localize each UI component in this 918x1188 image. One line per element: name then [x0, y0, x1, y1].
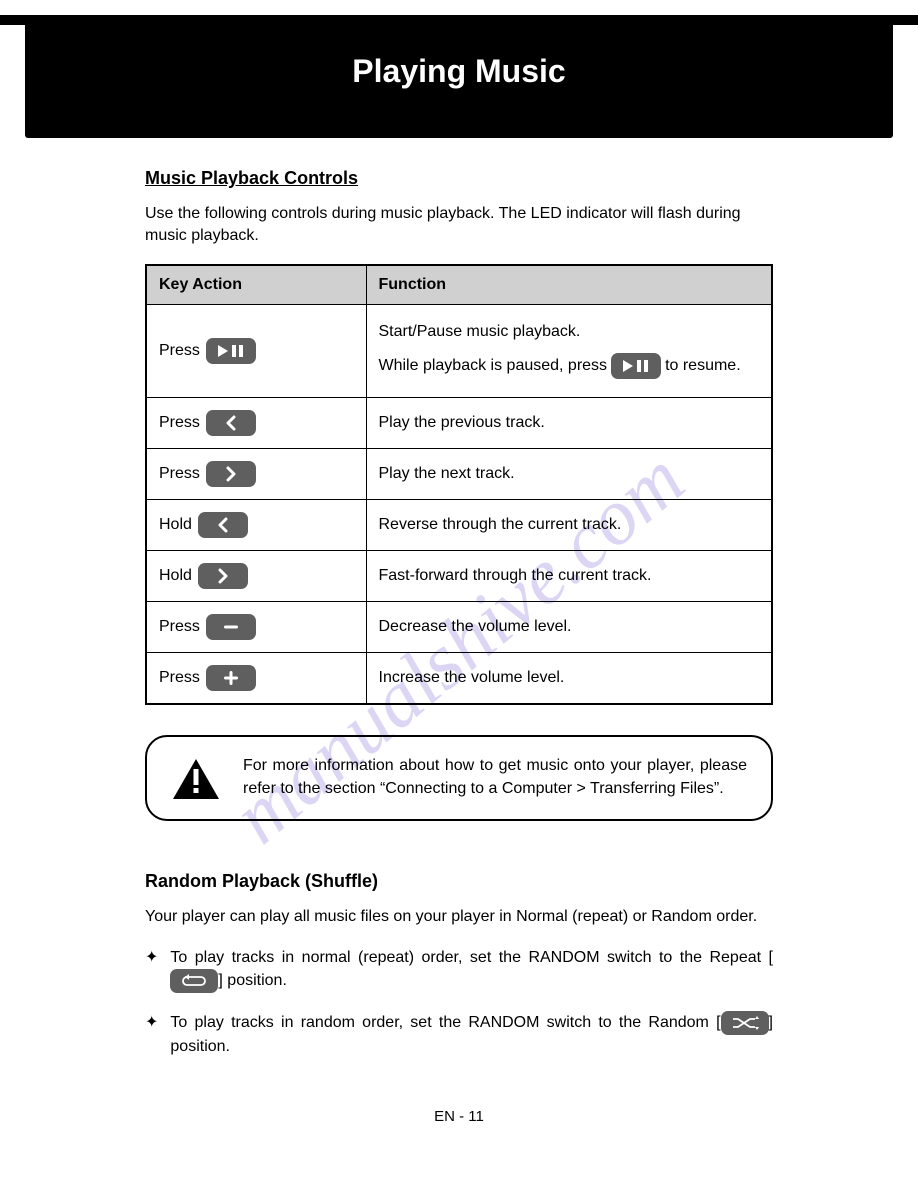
func-text-2a: While playback is paused, press	[379, 357, 608, 375]
list-item: ✦ To play tracks in random order, set th…	[145, 1011, 773, 1058]
prev-icon	[206, 410, 256, 436]
plus-icon	[206, 665, 256, 691]
header-bar: Playing Music	[25, 15, 893, 138]
table-row: Hold Fast-forward through the current tr…	[146, 551, 772, 602]
diamond-icon: ✦	[145, 946, 158, 993]
table-row: Press Start/Pause music playback. While …	[146, 305, 772, 398]
table-row: Press Increase the volume level.	[146, 653, 772, 705]
bullet1-a: To play tracks in normal (repeat) order,…	[170, 949, 773, 966]
section2-title: Random Playback (Shuffle)	[145, 871, 773, 892]
table-header-row: Key Action Function	[146, 265, 772, 305]
playpause-icon	[206, 338, 256, 364]
table-head-func: Function	[366, 265, 772, 305]
func-text: Reverse through the current track.	[366, 500, 772, 551]
bullet2-a: To play tracks in random order, set the …	[170, 1014, 720, 1031]
bullet1-b: ] position.	[218, 972, 286, 989]
func-text: Increase the volume level.	[366, 653, 772, 705]
table-row: Hold Reverse through the current track.	[146, 500, 772, 551]
func-text: Play the previous track.	[366, 398, 772, 449]
note-box: For more information about how to get mu…	[145, 735, 773, 821]
table-row: Press Play the previous track.	[146, 398, 772, 449]
func-text: Play the next track.	[366, 449, 772, 500]
bullet-list: ✦ To play tracks in normal (repeat) orde…	[145, 946, 773, 1058]
prev-icon	[198, 512, 248, 538]
action-label: Press	[159, 669, 200, 687]
table-row: Press Play the next track.	[146, 449, 772, 500]
action-label: Press	[159, 465, 200, 483]
func-text-line2: While playback is paused, press to resum…	[379, 353, 741, 379]
repeat-icon	[170, 969, 218, 993]
note-text: For more information about how to get mu…	[243, 755, 747, 800]
controls-table: Key Action Function Press	[145, 264, 773, 705]
shuffle-icon	[721, 1011, 769, 1035]
warning-icon	[171, 757, 221, 801]
section1-title: Music Playback Controls	[145, 168, 773, 189]
action-label: Press	[159, 342, 200, 360]
page: Playing Music Music Playback Controls Us…	[0, 15, 918, 1165]
list-item: ✦ To play tracks in normal (repeat) orde…	[145, 946, 773, 993]
section1-intro: Use the following controls during music …	[145, 203, 773, 246]
func-text-2b: to resume.	[665, 357, 741, 375]
action-label: Hold	[159, 567, 192, 585]
func-text: Start/Pause music playback.	[379, 323, 760, 341]
action-label: Hold	[159, 516, 192, 534]
table-row: Press Decrease the volume level.	[146, 602, 772, 653]
action-label: Press	[159, 618, 200, 636]
next-icon	[198, 563, 248, 589]
page-number: EN - 11	[25, 1108, 893, 1125]
content-area: Music Playback Controls Use the followin…	[25, 168, 893, 1058]
section2-intro: Your player can play all music files on …	[145, 906, 773, 928]
func-text: Decrease the volume level.	[366, 602, 772, 653]
table-head-key: Key Action	[146, 265, 366, 305]
diamond-icon: ✦	[145, 1011, 158, 1058]
minus-icon	[206, 614, 256, 640]
action-label: Press	[159, 414, 200, 432]
playpause-icon	[611, 353, 661, 379]
next-icon	[206, 461, 256, 487]
page-title: Playing Music	[25, 53, 893, 90]
func-text: Fast-forward through the current track.	[366, 551, 772, 602]
